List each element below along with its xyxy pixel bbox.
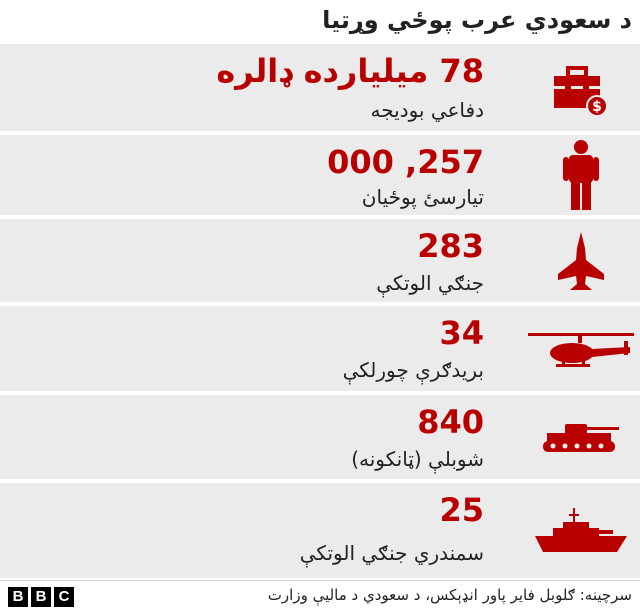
stat-value: 283 <box>417 227 484 265</box>
stat-label: تیارسئ پوځیان <box>361 185 484 209</box>
stat-row-soldiers: 257, 000 تیارسئ پوځیان <box>0 135 640 215</box>
stat-label: شوبلې (ټانکونه) <box>351 447 484 471</box>
warship-icon <box>522 483 640 578</box>
stat-value: 34 <box>439 314 484 352</box>
stat-value: 257, 000 <box>327 143 484 181</box>
helicopter-icon <box>522 306 640 391</box>
stat-row-helicopters: 34 بریدګرې چورلکې <box>0 306 640 391</box>
stat-row-fighter-jets: 283 جنګي الوتکې <box>0 219 640 302</box>
logo-letter: B <box>8 587 28 607</box>
stat-value: 840 <box>417 403 484 441</box>
logo-letter: C <box>54 587 74 607</box>
stat-value: 78 میلیارده ډالره <box>216 52 484 90</box>
budget-icon: $ <box>522 44 640 131</box>
stat-label: جنګي الوتکې <box>376 271 484 295</box>
stat-label: دفاعي بودیجه <box>370 98 484 122</box>
footer: B B C سرچینه: ګلوبل فایر پاور انډېکس، د … <box>0 580 640 614</box>
stat-label: سمندري جنګي الوتکې <box>299 541 484 565</box>
stat-row-tanks: 840 شوبلې (ټانکونه) <box>0 395 640 479</box>
svg-text:$: $ <box>592 99 602 115</box>
stat-row-budget: $ 78 میلیارده ډالره دفاعي بودیجه <box>0 44 640 131</box>
stat-label: بریدګرې چورلکې <box>342 358 484 382</box>
logo-letter: B <box>31 587 51 607</box>
stat-value: 25 <box>439 491 484 529</box>
source-note: سرچینه: ګلوبل فایر پاور انډېکس، د سعودي … <box>267 586 632 604</box>
soldier-icon <box>522 135 640 215</box>
tank-icon <box>522 395 640 479</box>
bbc-logo: B B C <box>8 587 74 607</box>
stat-row-warships: 25 سمندري جنګي الوتکې <box>0 483 640 578</box>
fighter-jet-icon <box>522 219 640 302</box>
page-title: د سعودي عرب پوځي وړتیا <box>322 6 632 34</box>
